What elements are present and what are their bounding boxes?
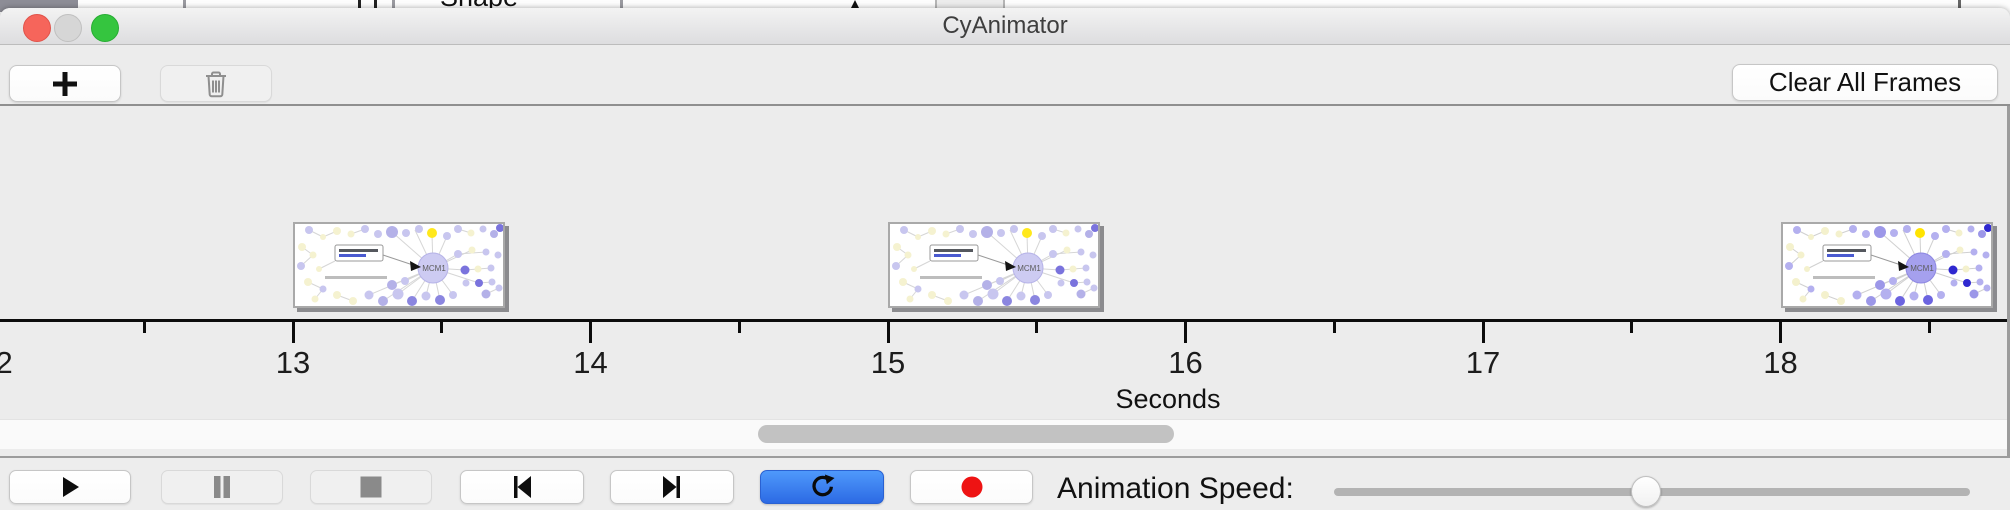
skip-to-start-icon [514,476,531,498]
playback-controls: Animation Speed: [0,458,2010,510]
pause-button[interactable] [161,470,283,504]
skip-to-end-icon [663,476,680,498]
background-divider [392,0,395,12]
frame-toolbar: Clear All Frames [0,45,2010,106]
major-tick [1481,322,1485,343]
animation-speed-label: Animation Speed: [1057,472,1294,505]
title-bar: CyAnimator [0,8,2010,45]
trash-icon [206,71,226,97]
frame-thumbnail-1[interactable]: MCM1 [293,222,505,308]
tick-label: 16 [1168,345,1203,380]
skip-to-start-button[interactable] [460,470,584,504]
skip-to-end-button[interactable] [610,470,734,504]
play-button[interactable] [9,470,131,504]
minor-tick [440,322,444,333]
tick-label: 14 [573,345,608,380]
delete-frame-button[interactable] [160,65,272,102]
tick-label: 17 [1465,345,1501,380]
axis-unit-label: Seconds [1115,384,1221,414]
clear-all-frames-button[interactable]: Clear All Frames [1732,64,1998,101]
network-preview: MCM1 [1782,224,1991,306]
timeline-panel[interactable]: MCM1 MCM1 MCM1 12 13 14 15 16 17 18 Seconds [0,106,2010,458]
minor-tick [1035,322,1039,333]
window-title: CyAnimator [942,12,1068,39]
tick-label: 12 [0,345,36,381]
slider-thumb[interactable] [1630,476,1661,507]
loop-icon [811,473,835,496]
loop-button[interactable] [760,470,884,504]
frame-thumbnail-3[interactable]: MCM1 [1780,222,1993,308]
minor-tick [1332,322,1336,333]
background-divider [374,0,377,12]
background-divider [183,0,186,12]
major-tick [291,322,295,343]
plus-icon [53,71,77,96]
network-preview: MCM1 [890,224,1098,306]
stop-button[interactable] [310,470,432,504]
minor-tick [1630,322,1634,333]
svg-text:MCM1: MCM1 [1017,264,1041,273]
tick-label: 15 [870,345,906,380]
major-tick [1184,322,1187,343]
minor-tick [1927,322,1931,333]
tick-label: 13 [275,345,311,380]
network-preview: MCM1 [295,224,503,306]
major-tick [886,322,890,343]
clear-all-frames-label: Clear All Frames [1768,67,1962,97]
close-button[interactable] [23,14,51,42]
timeline-axis [0,319,2007,322]
timeline-scrollbar[interactable] [0,419,2007,449]
minor-tick [142,322,146,333]
major-tick [1779,322,1782,343]
frame-thumbnail-2[interactable]: MCM1 [888,222,1100,308]
background-glyph [850,0,860,10]
minimize-button[interactable] [54,14,82,42]
stop-icon [360,476,382,498]
background-divider [620,0,623,12]
svg-text:MCM1: MCM1 [422,264,446,273]
major-tick [589,322,592,343]
background-divider [358,0,361,12]
add-frame-button[interactable] [9,65,121,102]
pause-icon [214,476,230,498]
zoom-button[interactable] [91,14,119,42]
minor-tick [737,322,741,333]
play-icon [63,477,79,497]
svg-text:MCM1: MCM1 [1910,264,1934,273]
cyanimator-window: CyAnimator Clear All Frames [0,8,2010,510]
record-icon [961,476,982,498]
background-divider [1958,0,1961,12]
record-button[interactable] [910,470,1033,504]
scrollbar-thumb[interactable] [757,425,1174,443]
tick-label: 18 [1763,345,1798,380]
